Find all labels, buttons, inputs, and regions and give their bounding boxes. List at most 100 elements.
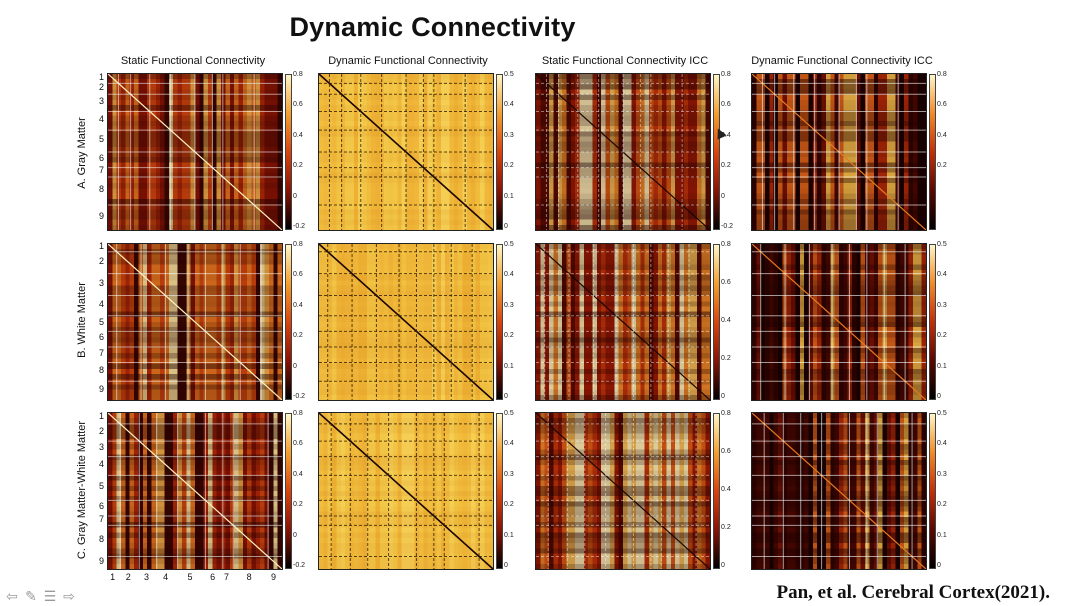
slide-nav: ⇦ ✎ ☰ ⇨ (4, 589, 77, 603)
region-label: 3 (98, 441, 104, 452)
region-label: 4 (98, 298, 104, 309)
bottom-axis-label: 4 (163, 572, 169, 582)
colorbar-tick: 0 (721, 393, 725, 400)
colorbar-tick: 0.1 (937, 362, 947, 370)
colorbar (929, 74, 936, 230)
colorbar-tick: 0.6 (721, 448, 731, 455)
back-arrow-icon[interactable]: ⇦ (6, 588, 18, 604)
colorbar-tick: 0.4 (721, 131, 731, 139)
region-label: 5 (98, 480, 104, 491)
colorbar (496, 244, 503, 400)
colorbar-tick: 0.2 (293, 332, 303, 340)
bottom-axis-label: 6 (210, 572, 216, 582)
pen-icon[interactable]: ✎ (25, 588, 37, 604)
colorbar-tick: 0.5 (504, 241, 514, 248)
connectivity-matrix (535, 73, 711, 231)
colorbar-tick: 0.3 (937, 301, 947, 309)
colorbar-tick: 0.4 (293, 131, 303, 139)
colorbar-tick: 0.4 (937, 440, 947, 448)
region-label: 1 (98, 411, 104, 422)
colorbar-tick: 0.1 (504, 362, 514, 370)
colorbar-tick: 0.1 (937, 531, 947, 539)
colorbar-tick: 0.2 (293, 162, 303, 170)
colorbar-tick: 0 (504, 393, 508, 400)
region-label: 3 (98, 277, 104, 288)
bottom-axis-label: 9 (271, 572, 277, 582)
region-label: 5 (98, 134, 104, 145)
citation: Pan, et al. Cerebral Cortex(2021). (776, 582, 1051, 603)
colorbar-tick: 0.2 (721, 162, 731, 170)
colorbar-tick: 0.1 (504, 192, 514, 200)
matrix-diagonal (108, 413, 282, 569)
region-label: 8 (98, 533, 104, 544)
connectivity-matrix (318, 412, 494, 570)
row-label: B. White Matter (76, 282, 88, 358)
colorbar-tick: -0.2 (293, 562, 306, 569)
region-label: 2 (98, 255, 104, 266)
region-label: 6 (98, 332, 104, 343)
colorbar-tick: 0 (937, 562, 941, 569)
colorbar-tick: 0.4 (504, 101, 514, 109)
matrix-diagonal (752, 244, 926, 400)
colorbar-tick: 0.3 (937, 470, 947, 478)
matrix-diagonal (108, 244, 282, 400)
region-label: 6 (98, 152, 104, 163)
colorbar-tick: 0.4 (721, 317, 731, 324)
colorbar-tick: 0.2 (937, 501, 947, 509)
region-label: 8 (98, 184, 104, 194)
colorbar-tick: 0.3 (504, 131, 514, 139)
region-label: 2 (98, 425, 104, 436)
colorbar-tick: 0.8 (721, 410, 731, 417)
colorbar-tick: 0.3 (504, 470, 514, 478)
colorbar (285, 74, 292, 230)
menu-icon[interactable]: ☰ (43, 588, 57, 604)
colorbar (713, 74, 720, 230)
colorbar-tick: 0.4 (504, 271, 514, 279)
colorbar-tick: 0 (293, 362, 297, 370)
colorbar-tick: 0.4 (937, 131, 947, 139)
colorbar-tick: 0.2 (504, 332, 514, 340)
colorbar-tick: 0.8 (937, 71, 947, 78)
region-label: 6 (98, 501, 104, 512)
region-label: 2 (98, 81, 104, 92)
column-title: Dynamic Functional Connectivity ICC (751, 55, 933, 67)
colorbar-tick: 0.3 (504, 301, 514, 309)
column-title: Static Functional Connectivity (120, 55, 266, 67)
connectivity-matrix (107, 73, 283, 231)
colorbar-tick: 0.6 (293, 440, 303, 448)
colorbar-tick: 0 (504, 223, 508, 230)
colorbar-tick: 0.6 (293, 271, 303, 279)
bottom-axis-label: 5 (187, 572, 193, 582)
colorbar (496, 74, 503, 230)
bottom-axis-label: 1 (110, 572, 116, 582)
matrix-diagonal (536, 74, 710, 230)
connectivity-matrix (751, 73, 927, 231)
row-label: C. Gray Matter-White Matter (76, 420, 88, 560)
region-label: 9 (98, 210, 104, 221)
colorbar-tick: 0 (293, 531, 297, 539)
colorbar-tick: 0.5 (504, 410, 514, 417)
region-label: 5 (98, 316, 104, 327)
region-label: 1 (98, 240, 104, 251)
colorbar-tick: 0.5 (937, 410, 947, 417)
colorbar-tick: 0.8 (721, 241, 731, 248)
connectivity-matrix (107, 243, 283, 401)
colorbar-tick: 0 (937, 393, 941, 400)
colorbar-tick: 0.2 (504, 501, 514, 509)
colorbar-tick: 0.5 (504, 71, 514, 78)
colorbar (285, 244, 292, 400)
connectivity-matrix (751, 412, 927, 570)
region-label: 7 (98, 347, 104, 358)
colorbar (713, 413, 720, 569)
colorbar-tick: 0.8 (293, 241, 303, 248)
colorbar-tick: -0.2 (721, 223, 734, 230)
colorbar-tick: 0.4 (937, 271, 947, 279)
region-label: 9 (98, 555, 104, 566)
colorbar-tick: 0.6 (721, 101, 731, 109)
matrix-diagonal (536, 244, 710, 400)
colorbar-tick: 0.2 (504, 162, 514, 170)
colorbar-tick: 0.8 (293, 71, 303, 78)
colorbar-tick: 0.4 (504, 440, 514, 448)
forward-arrow-icon[interactable]: ⇨ (63, 588, 75, 604)
colorbar-tick: 0.4 (293, 301, 303, 309)
